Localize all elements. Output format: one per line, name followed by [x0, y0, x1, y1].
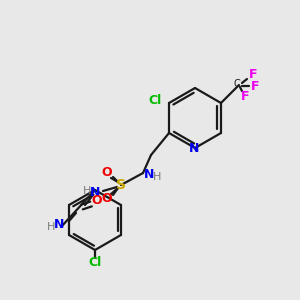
Text: H: H	[153, 172, 161, 182]
Text: O: O	[92, 194, 102, 208]
Text: F: F	[249, 68, 257, 82]
Text: O: O	[102, 193, 112, 206]
Text: H: H	[47, 222, 55, 232]
Text: H: H	[83, 186, 91, 196]
Text: N: N	[144, 169, 154, 182]
Text: O: O	[102, 167, 112, 179]
Text: N: N	[189, 142, 199, 155]
Text: F: F	[251, 80, 259, 94]
Text: Cl: Cl	[88, 256, 102, 268]
Text: N: N	[90, 187, 100, 200]
Text: S: S	[116, 178, 126, 192]
Text: C: C	[234, 79, 240, 89]
Text: N: N	[54, 218, 64, 232]
Text: F: F	[241, 91, 249, 103]
Text: Cl: Cl	[148, 94, 162, 107]
